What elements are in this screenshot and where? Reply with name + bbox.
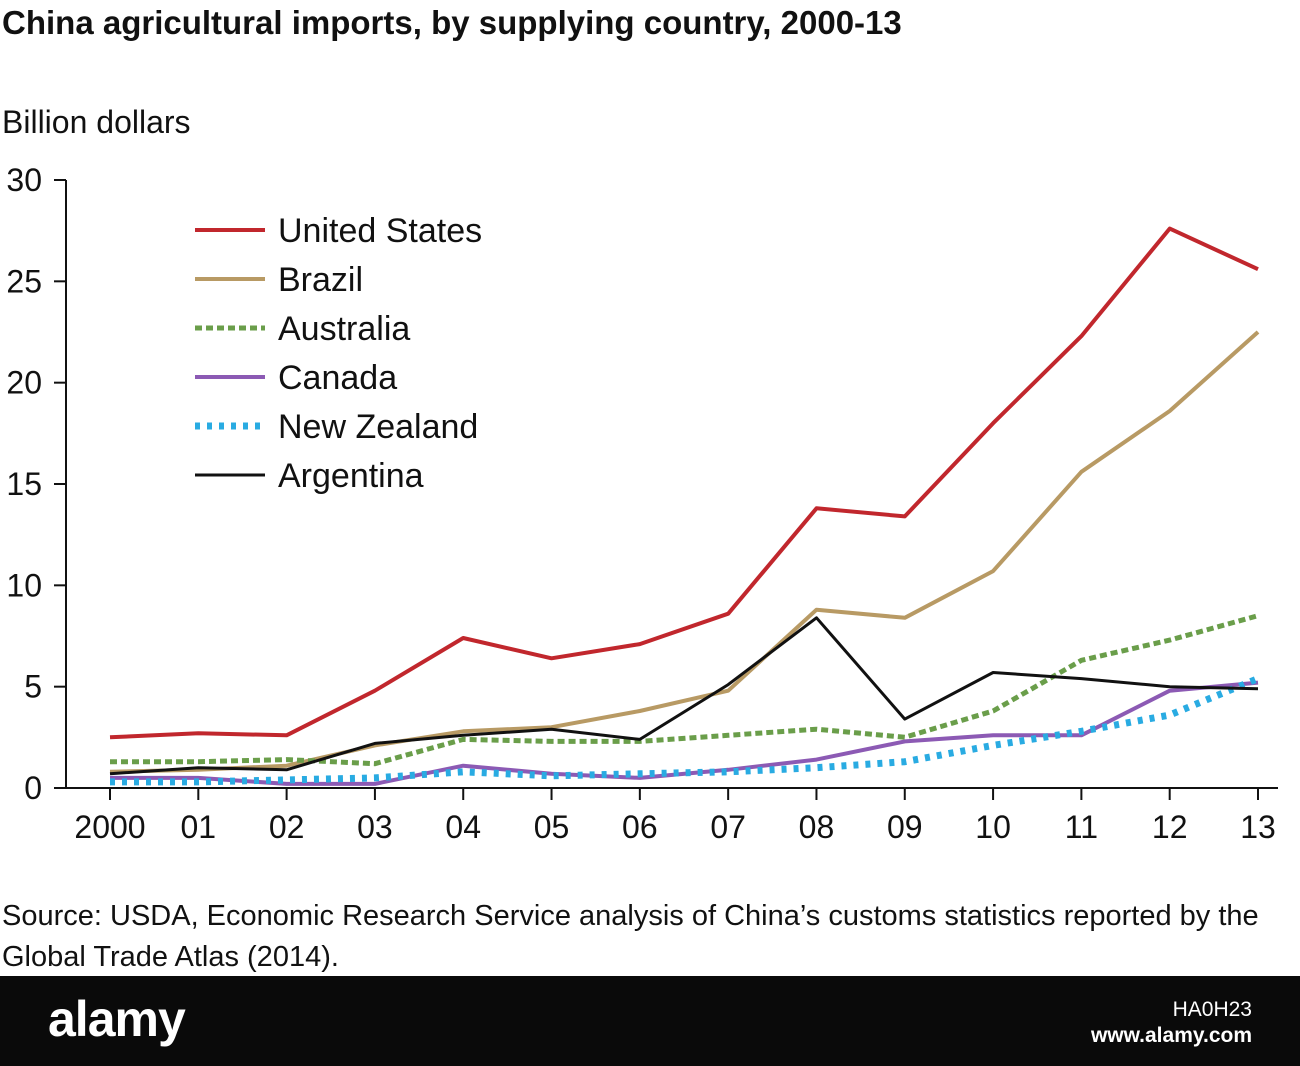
legend-label-new-zealand: New Zealand [278,408,478,446]
x-tick-label: 04 [445,809,481,845]
x-tick-label: 03 [357,809,393,845]
x-tick-label: 05 [534,809,570,845]
chart-legend: United States Brazil Australia Canada New Ze… [195,212,482,495]
chart-title: China agricultural imports, by supplying… [2,4,902,41]
y-tick-label: 0 [24,770,42,806]
x-tick-label: 08 [799,809,835,845]
x-tick-label: 11 [1065,809,1098,845]
chart-series [109,226,1260,786]
series-line-canada [110,680,1259,786]
legend-label-argentina: Argentina [278,457,424,495]
x-tick-label: 10 [975,809,1011,845]
y-axis-unit-label: Billion dollars [2,104,191,140]
legend-label-brazil: Brazil [278,261,363,299]
series-line-australia [110,613,1259,767]
y-tick-label: 15 [6,466,42,502]
x-tick-label: 07 [710,809,746,845]
series-line-united-states [109,226,1259,740]
y-tick-label: 10 [6,567,42,603]
brand-logo: alamy [48,991,186,1047]
legend-label-united-states: United States [278,212,482,250]
legend-label-canada: Canada [278,359,397,397]
series-line-brazil [109,330,1260,774]
y-tick-label: 5 [24,669,42,705]
site-url: www.alamy.com [1090,1024,1252,1047]
y-tick-label: 25 [6,263,42,299]
x-tick-label: 02 [269,809,305,845]
x-tick-label: 06 [622,809,658,845]
x-tick-label: 12 [1152,809,1188,845]
series-line-argentina [109,616,1259,776]
x-tick-label: 01 [181,809,217,845]
watermark-footer: alamy HA0H23 www.alamy.com [0,976,1300,1066]
source-note: Source: USDA, Economic Research Service … [2,900,1259,973]
y-tick-label: 20 [6,365,42,401]
y-tick-label: 30 [6,162,42,198]
legend-label-australia: Australia [278,310,410,348]
image-id: HA0H23 [1172,998,1252,1021]
x-tick-label: 2000 [74,809,145,845]
x-tick-label: 13 [1240,809,1276,845]
x-tick-label: 09 [887,809,923,845]
